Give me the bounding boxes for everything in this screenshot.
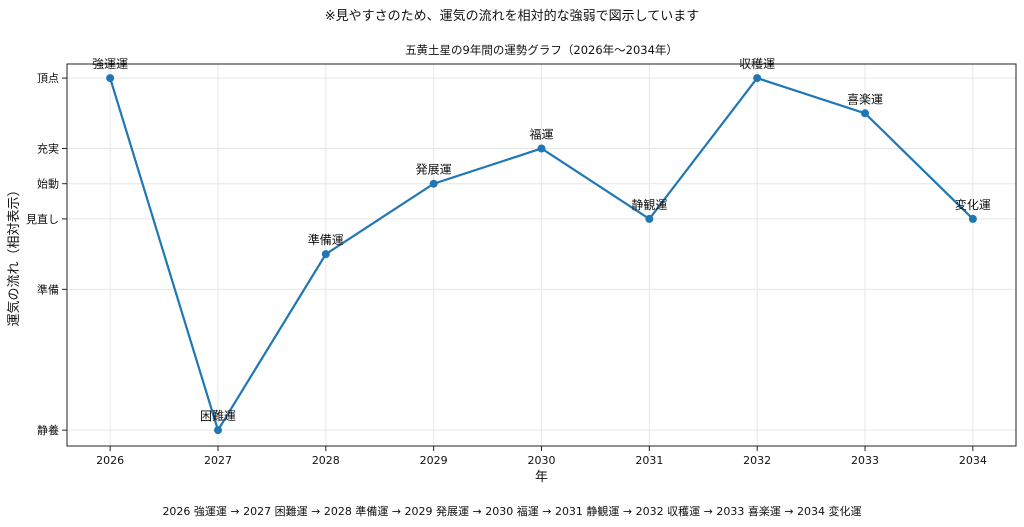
x-axis-label: 年 — [535, 470, 548, 485]
point-label: 喜楽運 — [847, 92, 883, 106]
x-tick-label: 2026 — [96, 454, 124, 467]
point-label: 準備運 — [308, 232, 344, 247]
data-point — [753, 74, 762, 83]
x-tick-label: 2034 — [959, 454, 987, 467]
x-tick-label: 2028 — [312, 454, 340, 467]
data-point — [429, 179, 438, 188]
point-label: 発展運 — [416, 163, 452, 177]
x-tick-label: 2029 — [420, 454, 448, 467]
x-tick-label: 2032 — [743, 454, 771, 467]
y-tick-label: 頂点 — [37, 72, 59, 85]
line-chart: 2026 2027 2028 2029 2030 2031 2032 2033 2034 静養 準… — [6, 57, 1017, 485]
point-label: 静観運 — [631, 198, 667, 212]
point-label: 変化運 — [955, 197, 991, 212]
grid — [67, 64, 1016, 446]
data-point — [213, 426, 222, 435]
y-tick-label: 充実 — [37, 141, 59, 155]
y-axis-label: 運気の流れ（相対表示） — [6, 183, 22, 326]
x-tick-label: 2033 — [851, 454, 879, 467]
data-point — [968, 214, 977, 223]
y-axis-ticks: 静養 準備 見直し 始動 充実 頂点 — [26, 72, 67, 437]
y-tick-label: 準備 — [37, 282, 59, 296]
data-point — [861, 109, 870, 118]
footnote: 2026 強運運 → 2027 困難運 → 2028 準備運 → 2029 発展… — [162, 505, 862, 518]
data-points — [106, 74, 977, 435]
x-tick-label: 2027 — [204, 454, 232, 467]
data-point — [106, 74, 115, 83]
point-label: 福運 — [529, 126, 553, 141]
y-tick-label: 始動 — [37, 177, 59, 191]
data-point — [537, 144, 546, 153]
data-point — [321, 250, 330, 259]
y-tick-label: 静養 — [37, 423, 59, 437]
data-point — [645, 214, 654, 223]
x-axis-ticks: 2026 2027 2028 2029 2030 2031 2032 2033 2034 — [96, 446, 987, 467]
figure-title: ※見やすさのため、運気の流れを相対的な強弱で図示しています — [324, 9, 700, 24]
x-tick-label: 2031 — [635, 454, 663, 467]
y-tick-label: 見直し — [26, 212, 59, 226]
x-tick-label: 2030 — [528, 454, 556, 467]
chart-title: 五黄土星の9年間の運勢グラフ（2026年〜2034年） — [405, 43, 678, 57]
point-label: 収穫運 — [739, 57, 775, 71]
point-label: 困難運 — [200, 408, 236, 423]
point-label: 強運運 — [92, 57, 128, 71]
